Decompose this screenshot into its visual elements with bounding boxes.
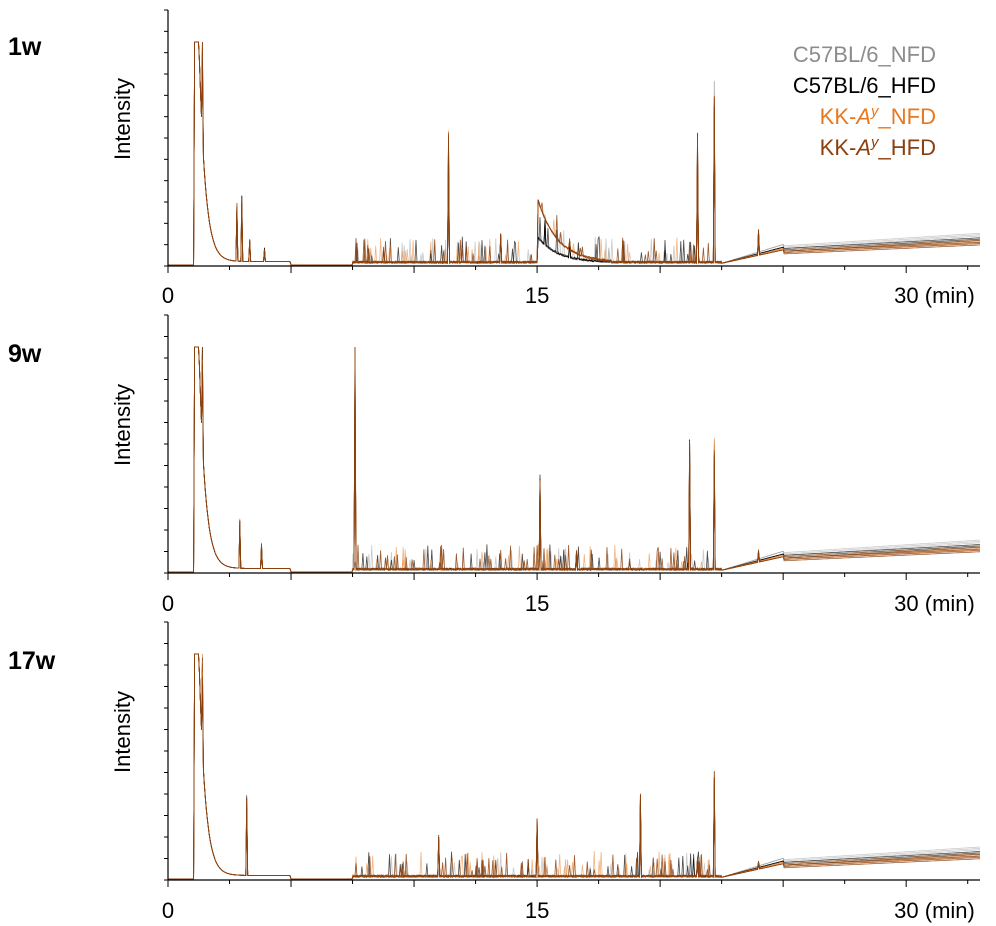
trace-line: [168, 653, 980, 880]
x-tick-label: 15: [525, 898, 549, 923]
trace-line: [168, 653, 980, 880]
x-tick-label: 15: [525, 283, 549, 308]
trace-line: [168, 346, 981, 573]
trace-line: [168, 653, 980, 880]
panel-9w: 9w Intensity 0 15 30 (min): [8, 314, 981, 616]
legend-entry: C57BL/6_NFD: [793, 42, 936, 67]
trace-line: [168, 41, 980, 266]
trace-line: [168, 653, 981, 880]
y-axis-label: Intensity: [110, 384, 135, 466]
panel-17w: 17w Intensity 0 15 30 (min): [8, 621, 981, 923]
trace-line: [168, 346, 980, 573]
x-tick-label: 0: [162, 283, 174, 308]
trace-line: [168, 346, 980, 573]
panels: 1w Intensity 0 15 30 (min) 9w Intensity 0 15 30 (…: [8, 9, 981, 923]
trace-line: [168, 653, 981, 880]
x-tick-label: 30 (min): [894, 283, 975, 308]
trace-line: [168, 346, 980, 573]
panel-label: 1w: [8, 33, 42, 61]
trace-line: [168, 346, 981, 573]
trace-line: [168, 346, 981, 573]
y-axis-label: Intensity: [110, 691, 135, 773]
trace-line: [168, 346, 981, 573]
x-tick-label: 15: [525, 591, 549, 616]
trace-line: [168, 346, 980, 573]
x-tick-label: 0: [162, 898, 174, 923]
x-tick-label: 30 (min): [894, 898, 975, 923]
y-axis-label: Intensity: [110, 78, 135, 160]
trace-line: [168, 653, 980, 880]
x-tick-label: 30 (min): [894, 591, 975, 616]
trace-line: [168, 653, 981, 880]
trace-line: [168, 653, 980, 880]
trace-line: [168, 653, 981, 880]
panel-1w: 1w Intensity 0 15 30 (min): [8, 9, 981, 308]
panel-label: 9w: [8, 340, 42, 368]
legend-entry: C57BL/6_HFD: [793, 73, 936, 98]
legend-entry: KK-Ay_HFD: [820, 134, 936, 160]
legend-entry: KK-Ay_NFD: [820, 103, 936, 129]
trace-line: [168, 346, 980, 573]
trace-line: [168, 346, 980, 573]
traces: [168, 41, 981, 266]
trace-line: [168, 653, 981, 880]
trace-line: [168, 346, 981, 573]
panel-label: 17w: [8, 647, 56, 675]
x-tick-label: 0: [162, 591, 174, 616]
traces: [168, 346, 981, 573]
trace-line: [168, 653, 981, 880]
legend: C57BL/6_NFD C57BL/6_HFD KK-Ay_NFD KK-Ay_HFD: [793, 42, 936, 160]
trace-line: [168, 346, 981, 573]
traces: [168, 653, 981, 880]
trace-line: [168, 653, 980, 880]
